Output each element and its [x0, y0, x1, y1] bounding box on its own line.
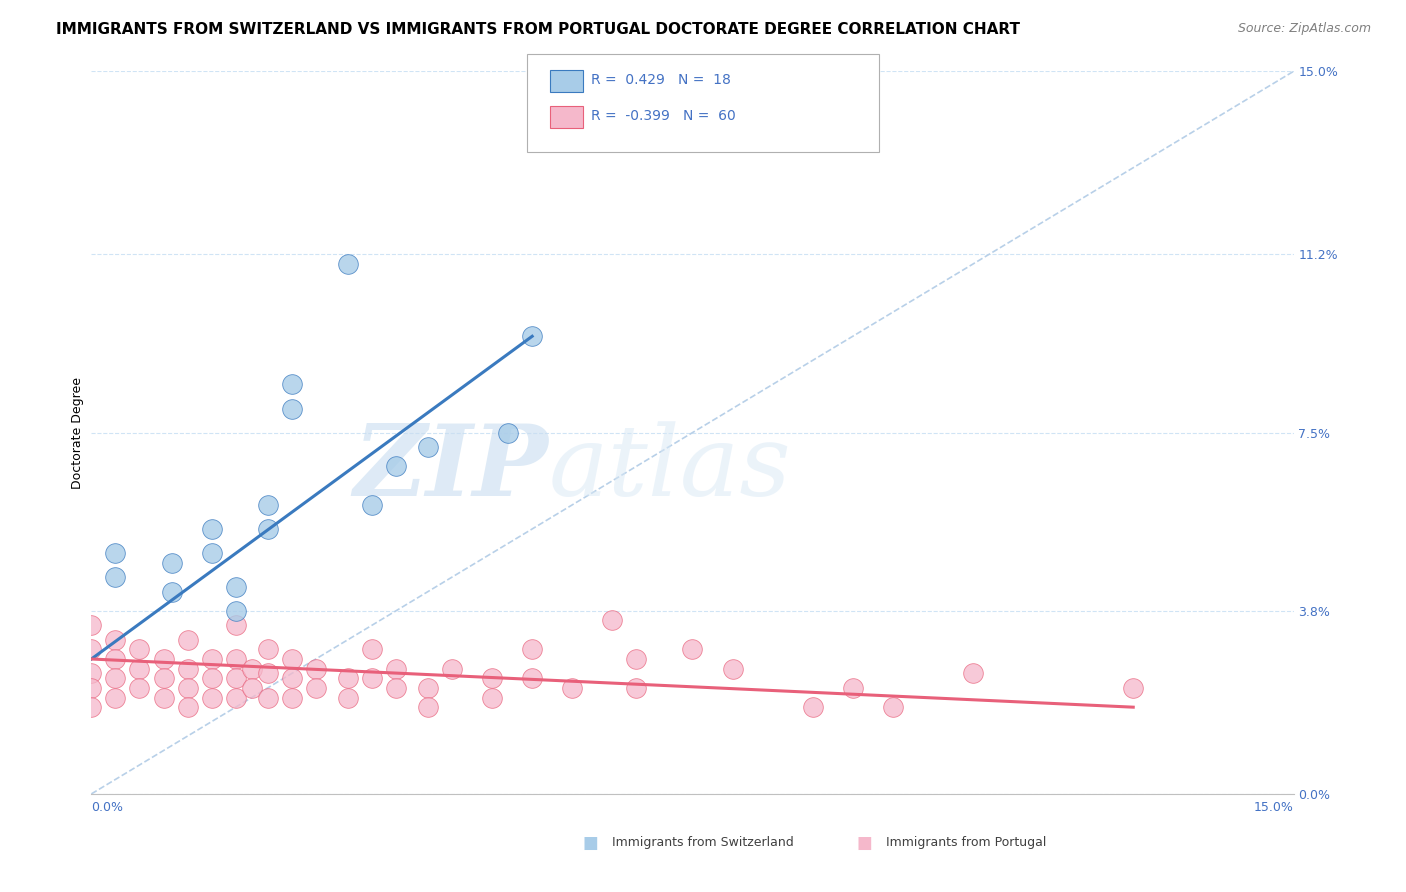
Point	[225, 671, 247, 685]
Point	[962, 666, 984, 681]
Point	[80, 642, 103, 657]
Point	[256, 498, 278, 512]
Point	[104, 632, 127, 647]
Text: 15.0%: 15.0%	[1254, 801, 1294, 814]
Point	[176, 681, 198, 695]
Text: 0.0%: 0.0%	[91, 801, 124, 814]
Point	[336, 257, 359, 271]
Point	[104, 570, 127, 584]
Point	[481, 690, 503, 705]
Point	[201, 671, 224, 685]
Point	[360, 498, 382, 512]
Point	[602, 614, 624, 628]
Point	[201, 690, 224, 705]
Point	[104, 546, 127, 560]
Point	[80, 700, 103, 714]
Text: Immigrants from Switzerland: Immigrants from Switzerland	[612, 837, 793, 849]
Point	[626, 681, 648, 695]
Point	[360, 671, 382, 685]
Text: R =  0.429   N =  18: R = 0.429 N = 18	[591, 73, 730, 87]
Point	[385, 459, 408, 474]
Point	[176, 632, 198, 647]
Point	[336, 690, 359, 705]
Point	[841, 681, 863, 695]
Point	[256, 666, 278, 681]
Point	[801, 700, 824, 714]
Point	[128, 642, 150, 657]
Point	[281, 690, 304, 705]
Point	[225, 604, 247, 618]
Point	[626, 652, 648, 666]
Text: IMMIGRANTS FROM SWITZERLAND VS IMMIGRANTS FROM PORTUGAL DOCTORATE DEGREE CORRELA: IMMIGRANTS FROM SWITZERLAND VS IMMIGRANT…	[56, 22, 1021, 37]
Point	[80, 666, 103, 681]
Point	[80, 618, 103, 632]
Point	[80, 681, 103, 695]
Point	[281, 671, 304, 685]
Point	[681, 642, 703, 657]
Point	[225, 652, 247, 666]
Point	[104, 671, 127, 685]
Point	[152, 671, 174, 685]
Text: R =  -0.399   N =  60: R = -0.399 N = 60	[591, 109, 735, 123]
Point	[240, 681, 263, 695]
Point	[481, 671, 503, 685]
Text: ■: ■	[582, 834, 599, 852]
Text: ■: ■	[856, 834, 873, 852]
Point	[240, 662, 263, 676]
Point	[522, 671, 544, 685]
Point	[305, 662, 328, 676]
Point	[336, 671, 359, 685]
Text: Immigrants from Portugal: Immigrants from Portugal	[886, 837, 1046, 849]
Point	[496, 425, 519, 440]
Point	[256, 522, 278, 536]
Point	[201, 652, 224, 666]
Text: ZIP: ZIP	[353, 420, 548, 517]
Point	[201, 522, 224, 536]
Point	[416, 440, 439, 454]
Point	[201, 546, 224, 560]
Point	[385, 681, 408, 695]
Point	[522, 329, 544, 343]
Point	[416, 700, 439, 714]
Text: Source: ZipAtlas.com: Source: ZipAtlas.com	[1237, 22, 1371, 36]
Point	[721, 662, 744, 676]
Point	[561, 681, 583, 695]
Point	[152, 652, 174, 666]
Point	[281, 652, 304, 666]
Point	[160, 584, 183, 599]
Point	[305, 681, 328, 695]
Point	[281, 401, 304, 416]
Point	[416, 681, 439, 695]
Point	[281, 377, 304, 392]
Y-axis label: Doctorate Degree: Doctorate Degree	[72, 376, 84, 489]
Point	[440, 662, 463, 676]
Point	[522, 642, 544, 657]
Point	[360, 642, 382, 657]
Point	[176, 662, 198, 676]
Point	[882, 700, 904, 714]
Point	[104, 690, 127, 705]
Point	[1122, 681, 1144, 695]
Point	[256, 690, 278, 705]
Point	[385, 662, 408, 676]
Point	[225, 618, 247, 632]
Point	[225, 690, 247, 705]
Point	[176, 700, 198, 714]
Point	[256, 642, 278, 657]
Point	[128, 681, 150, 695]
Point	[225, 580, 247, 594]
Point	[160, 556, 183, 570]
Point	[152, 690, 174, 705]
Text: atlas: atlas	[548, 421, 792, 516]
Point	[128, 662, 150, 676]
Point	[104, 652, 127, 666]
